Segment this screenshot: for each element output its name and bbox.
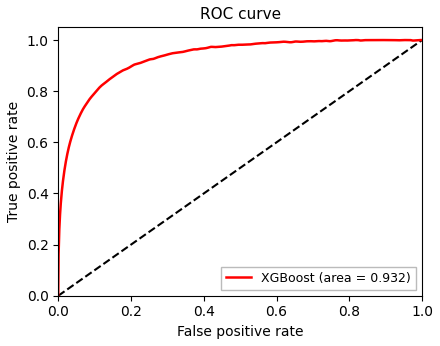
XGBoost (area = 0.932) <box>109 75 114 80</box>
XGBoost (area = 0.932) <box>353 38 358 42</box>
XGBoost (area = 0.932) <box>419 38 425 42</box>
Legend: XGBoost (area = 0.932): XGBoost (area = 0.932) <box>221 266 416 290</box>
XGBoost (area = 0.932) <box>138 61 143 65</box>
Title: ROC curve: ROC curve <box>200 7 281 22</box>
XGBoost (area = 0.932) <box>213 45 218 49</box>
Line: XGBoost (area = 0.932): XGBoost (area = 0.932) <box>58 40 422 296</box>
XGBoost (area = 0.932) <box>277 40 282 44</box>
XGBoost (area = 0.932) <box>249 42 255 46</box>
X-axis label: False positive rate: False positive rate <box>177 325 304 339</box>
XGBoost (area = 0.932) <box>55 294 61 298</box>
XGBoost (area = 0.932) <box>391 38 396 42</box>
Y-axis label: True positive rate: True positive rate <box>7 101 21 222</box>
